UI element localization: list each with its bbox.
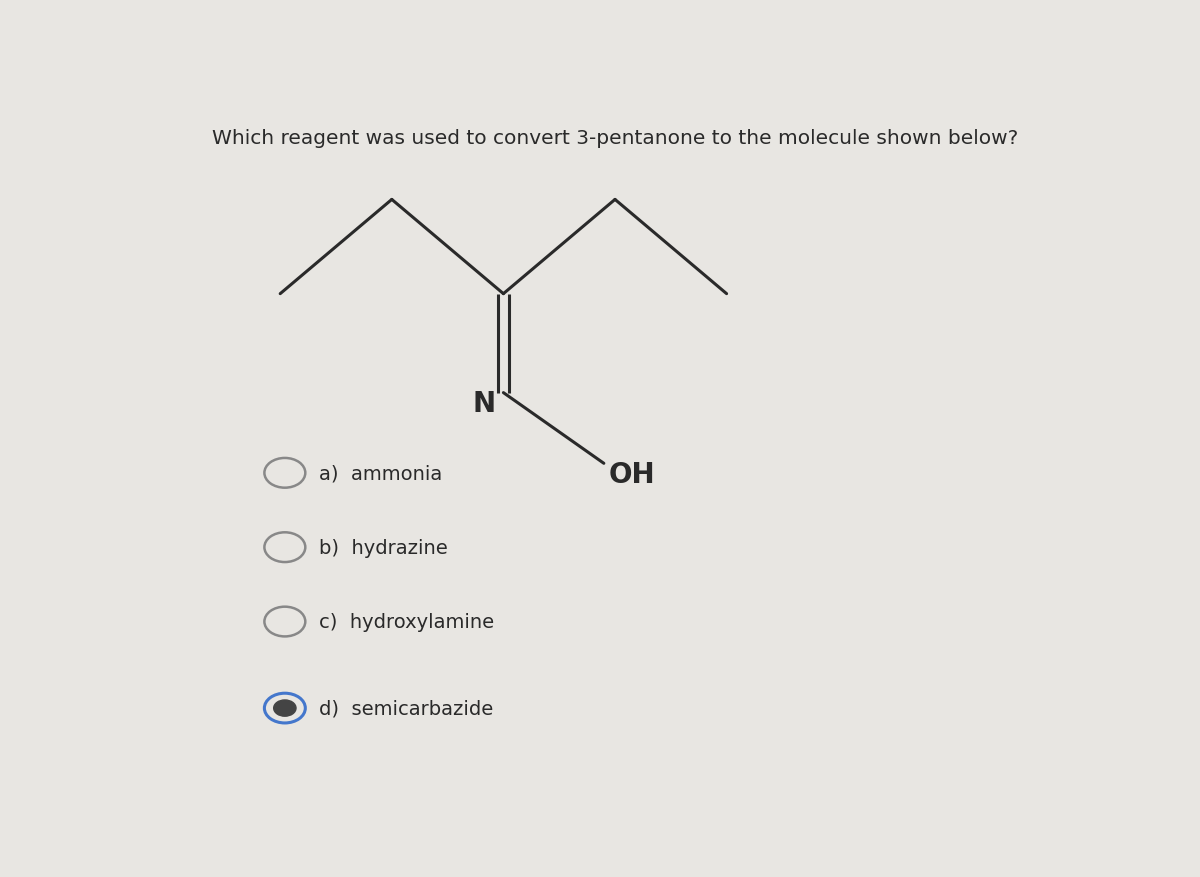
Text: OH: OH [608, 460, 655, 488]
Text: d)  semicarbazide: d) semicarbazide [319, 699, 493, 717]
Text: N: N [473, 389, 496, 417]
Text: c)  hydroxylamine: c) hydroxylamine [319, 612, 494, 631]
Text: Which reagent was used to convert 3-pentanone to the molecule shown below?: Which reagent was used to convert 3-pent… [212, 129, 1018, 148]
Text: a)  ammonia: a) ammonia [319, 464, 443, 482]
Text: b)  hydrazine: b) hydrazine [319, 538, 448, 557]
Circle shape [274, 700, 296, 717]
